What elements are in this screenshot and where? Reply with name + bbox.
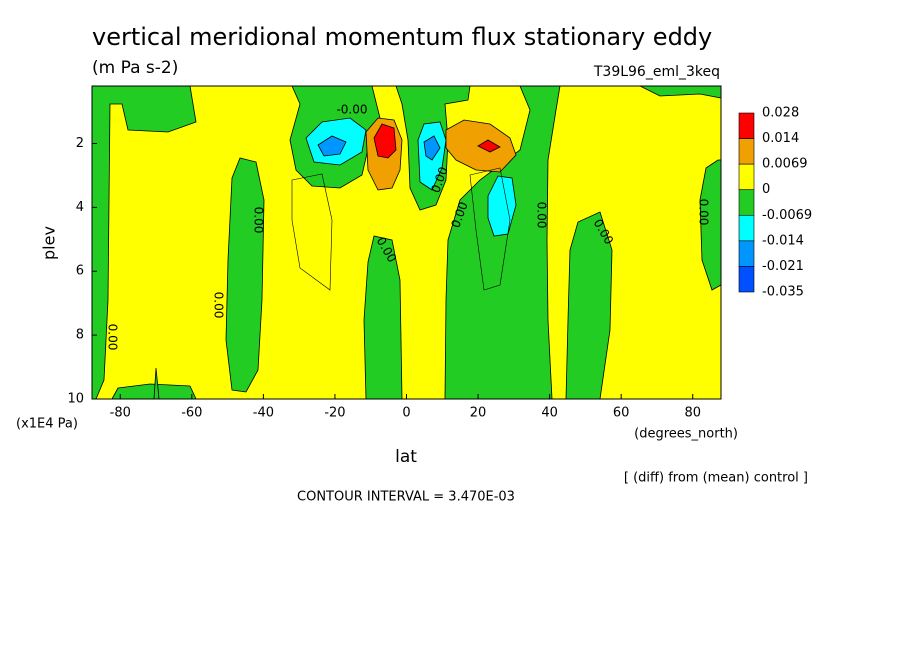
- contour-region: [317, 135, 347, 157]
- run-label: T39L96_eml_3keq: [593, 64, 720, 80]
- x-tick-label: -20: [324, 406, 345, 421]
- colorbar-box: [738, 163, 755, 191]
- x-tick-label: -40: [253, 406, 274, 421]
- colorbar-label: 0: [762, 182, 770, 197]
- contour-region: [373, 123, 397, 159]
- y-tick-label: 2: [76, 136, 84, 151]
- chart-title: vertical meridional momentum flux statio…: [92, 23, 712, 51]
- contour-label: 0.00: [212, 292, 226, 319]
- contour-label: 0.00: [697, 199, 711, 226]
- colorbar-label: 0.014: [762, 131, 799, 146]
- y-axis-label: plev: [40, 226, 59, 260]
- y-unit: (x1E4 Pa): [16, 417, 78, 432]
- y-tick-label: 6: [76, 264, 84, 279]
- y-tick-label: 8: [76, 328, 84, 343]
- contour-interval: CONTOUR INTERVAL = 3.470E-03: [297, 490, 515, 505]
- contour-region: [423, 135, 441, 161]
- colorbar-box: [738, 266, 755, 293]
- colorbar-box: [738, 112, 755, 139]
- chart-subtitle: (m Pa s-2): [92, 58, 178, 78]
- x-unit: (degrees_north): [634, 427, 738, 442]
- contour-line: [291, 173, 333, 291]
- x-tick-label: -80: [110, 406, 131, 421]
- contour-field: [91, 85, 722, 400]
- y-tick-label: 10: [67, 392, 84, 407]
- contour-label: 0.00: [106, 324, 120, 351]
- colorbar-label: -0.035: [762, 285, 804, 300]
- colorbar-label: 0.0069: [762, 157, 808, 172]
- colorbar-box: [738, 240, 755, 267]
- x-tick-label: -60: [181, 406, 202, 421]
- colorbar-label: 0.028: [762, 106, 799, 121]
- x-tick-label: 80: [684, 406, 701, 421]
- y-tick-label: 4: [76, 200, 84, 215]
- x-axis-label: lat: [395, 447, 417, 467]
- contour-region: [363, 235, 403, 400]
- contour-region: [565, 211, 613, 400]
- contour-region: [225, 157, 265, 393]
- contour-region: [477, 139, 501, 153]
- x-tick-label: 20: [470, 406, 487, 421]
- note: [ (diff) from (mean) control ]: [624, 471, 808, 486]
- contour-label: -0.00: [336, 103, 367, 117]
- colorbar-label: -0.014: [762, 233, 804, 248]
- contour-region: [487, 175, 517, 237]
- colorbar-label: -0.0069: [762, 208, 812, 223]
- contour-label: 0.00: [252, 207, 266, 234]
- colorbar-box: [738, 189, 755, 216]
- colorbar-label: -0.021: [762, 259, 804, 274]
- x-tick-label: 40: [541, 406, 558, 421]
- colorbar-box: [738, 138, 755, 165]
- x-tick-label: 60: [613, 406, 630, 421]
- x-tick-label: 0: [402, 406, 410, 421]
- contour-label: 0.00: [535, 202, 549, 229]
- colorbar-box: [738, 214, 755, 242]
- contour-line: [469, 167, 511, 291]
